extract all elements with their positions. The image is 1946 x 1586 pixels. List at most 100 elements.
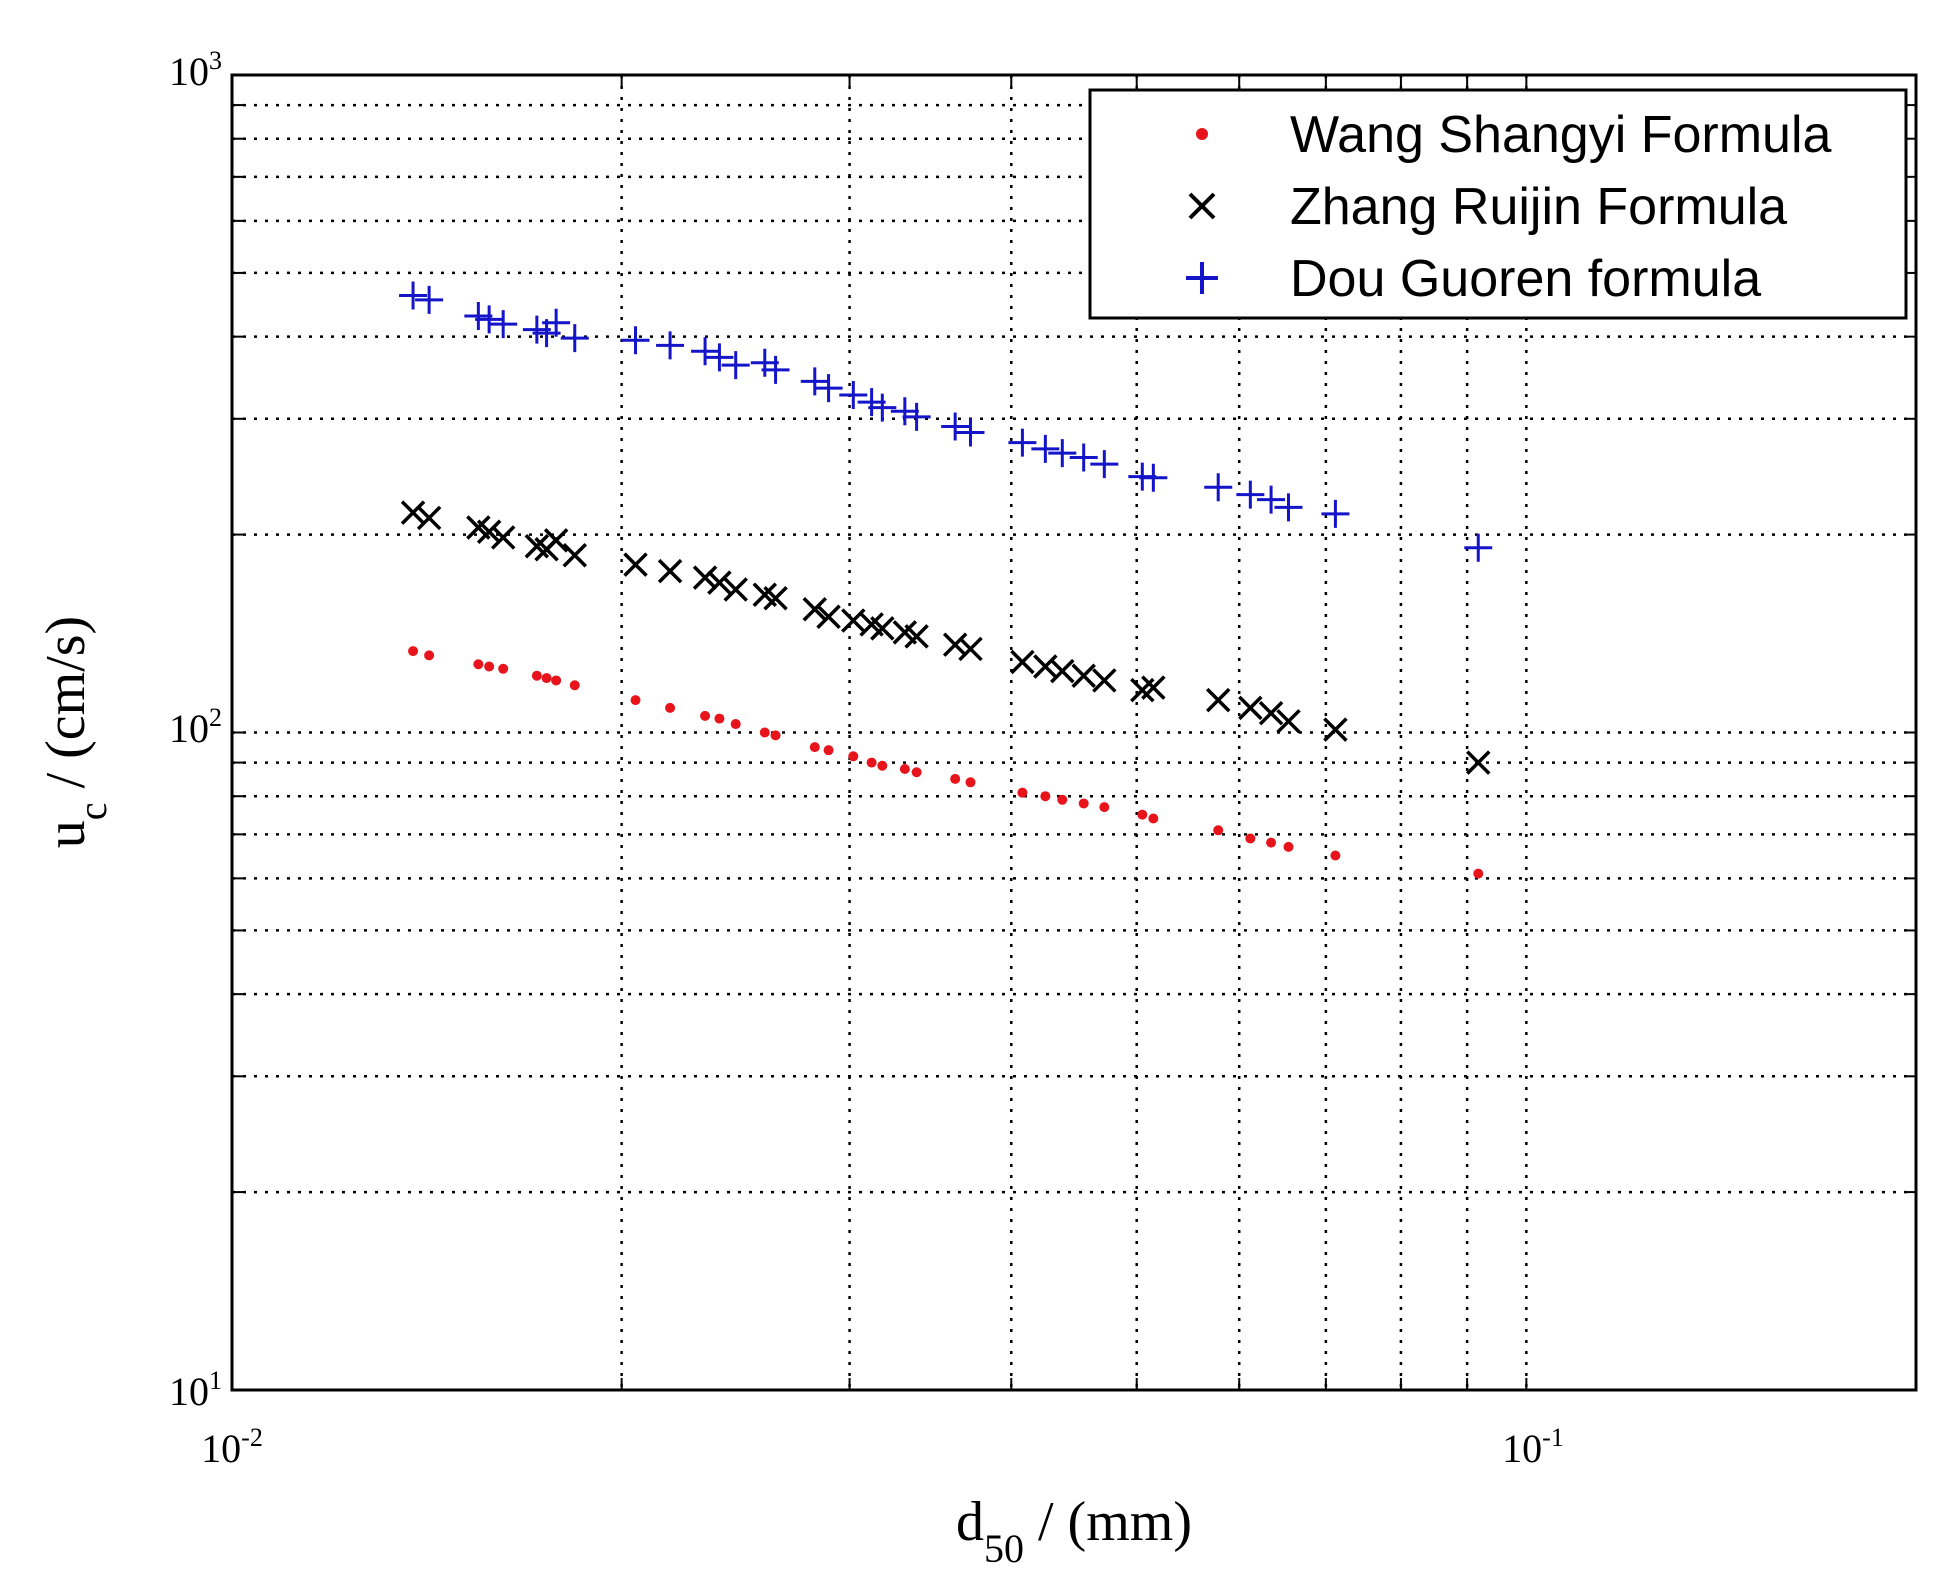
y-tick-label-0: 101	[169, 1366, 222, 1414]
data-point	[816, 604, 841, 629]
data-point	[400, 500, 426, 525]
data-point	[1057, 794, 1068, 805]
data-point	[621, 326, 650, 355]
legend-marker-dot	[1196, 128, 1208, 140]
data-point	[560, 324, 589, 353]
data-point	[691, 337, 720, 366]
data-point	[866, 757, 877, 768]
data-point	[958, 636, 983, 662]
data-point	[1137, 809, 1148, 820]
data-point	[692, 565, 718, 590]
data-point	[809, 742, 820, 753]
data-point	[956, 418, 985, 447]
data-point	[543, 528, 569, 553]
data-point	[1141, 675, 1166, 700]
data-point	[1050, 658, 1075, 684]
data-point	[911, 767, 922, 778]
data-point	[1071, 663, 1096, 688]
data-point	[802, 596, 828, 622]
data-point	[656, 331, 685, 360]
data-point	[657, 558, 683, 584]
data-point	[1008, 428, 1037, 457]
data-point	[1010, 649, 1035, 675]
legend-box	[1088, 88, 1908, 320]
data-point	[475, 305, 504, 334]
data-point	[484, 661, 495, 672]
data-point	[415, 285, 444, 314]
data-point	[408, 646, 419, 657]
data-point	[1092, 668, 1117, 693]
data-point	[759, 727, 770, 738]
x-axis-title: d50 / (mm)	[956, 1491, 1192, 1571]
data-point	[841, 608, 866, 633]
data-point	[531, 670, 542, 681]
data-point	[1033, 654, 1058, 679]
y-tick-label-2: 103	[169, 46, 222, 94]
data-point	[1258, 700, 1284, 726]
data-point	[1069, 443, 1098, 472]
series-wang-shangyi-formula	[408, 646, 1484, 879]
data-point	[1464, 533, 1493, 562]
data-point	[490, 525, 516, 550]
data-point	[823, 745, 834, 756]
data-point	[424, 650, 435, 661]
data-point	[476, 519, 502, 544]
data-point	[1276, 709, 1301, 734]
data-point	[1205, 687, 1231, 713]
data-point	[700, 710, 711, 721]
data-point	[870, 616, 895, 641]
x-tick-label-1: 10-1	[1502, 1423, 1564, 1471]
data-point	[761, 355, 790, 384]
legend: Wang Shangyi Formula Zhang Ruijin Formul…	[1088, 88, 1908, 320]
data-point	[904, 624, 929, 649]
data-point	[1017, 787, 1028, 798]
data-point	[473, 659, 484, 670]
data-point	[1283, 841, 1294, 852]
data-point	[1090, 450, 1119, 479]
series-dou-guoren-formula	[399, 281, 1493, 562]
data-point	[569, 680, 580, 691]
data-point	[1040, 791, 1051, 802]
data-point	[942, 632, 968, 657]
legend-label-dou: Dou Guoren formula	[1290, 250, 1761, 308]
data-point	[705, 343, 734, 372]
data-point	[902, 402, 931, 431]
data-point	[665, 702, 676, 713]
data-point	[1204, 473, 1233, 502]
data-point	[1078, 798, 1089, 809]
y-axis-title: uc / (cm/s)	[35, 616, 115, 848]
legend-marker-x	[1188, 192, 1216, 220]
axis-minor-ticks	[232, 75, 1916, 1390]
legend-label-zhang: Zhang Ruijin Formula	[1290, 178, 1787, 236]
data-point	[941, 412, 970, 441]
data-point	[1266, 837, 1277, 848]
data-point	[877, 760, 888, 771]
data-point	[623, 552, 648, 577]
data-point	[814, 374, 843, 403]
legend-item-zhang: Zhang Ruijin Formula	[1188, 178, 1787, 236]
legend-marker-plus	[1186, 262, 1218, 294]
data-point	[498, 663, 509, 674]
data-point	[551, 675, 562, 686]
data-point	[1213, 825, 1224, 836]
data-point	[1236, 480, 1265, 509]
data-point	[707, 570, 732, 595]
data-point	[965, 777, 976, 788]
data-point	[950, 773, 961, 784]
data-point	[730, 719, 741, 730]
data-point	[1466, 750, 1491, 775]
series-zhang-ruijin-formula	[400, 500, 1491, 775]
data-point	[1099, 802, 1110, 813]
data-point	[721, 351, 750, 380]
data-point	[1139, 463, 1168, 492]
data-point	[1257, 485, 1286, 514]
data-point	[890, 397, 919, 426]
data-point	[848, 751, 859, 762]
data-point	[714, 713, 725, 724]
data-point	[763, 586, 788, 611]
x-tick-label-0: 10-2	[201, 1423, 263, 1471]
data-point	[800, 367, 829, 396]
data-point	[1321, 499, 1350, 528]
data-point	[1245, 833, 1256, 844]
